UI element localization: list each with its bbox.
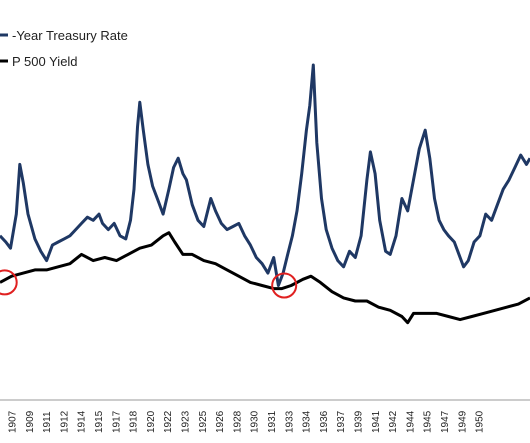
x-tick-label: 1950 [475, 410, 486, 433]
x-tick-label: 1937 [336, 410, 347, 433]
x-tick-label: 1945 [423, 410, 434, 433]
x-tick-label: 1923 [181, 410, 192, 433]
series-line-sp500-yield [0, 231, 530, 325]
highlight-circle-2 [271, 272, 298, 299]
series-line-treasury-rate [0, 63, 530, 287]
x-tick-label: 1941 [371, 410, 382, 433]
x-tick-label: 1909 [25, 410, 36, 433]
legend-label-treasury: -Year Treasury Rate [12, 28, 128, 43]
x-tick-label: 1944 [405, 410, 416, 433]
plot-area [0, 63, 530, 325]
x-tick-label: 1907 [8, 410, 19, 433]
x-tick-label: 1911 [42, 411, 53, 433]
x-axis-ticks: 1907 1909 1911 1912 1914 1915 1917 1918 1920 1922… [8, 410, 486, 433]
x-tick-label: 1915 [94, 410, 105, 433]
x-tick-label: 1933 [284, 410, 295, 433]
x-tick-label: 1949 [457, 410, 468, 433]
x-tick-label: 1922 [163, 410, 174, 433]
x-tick-label: 1912 [59, 410, 70, 433]
x-tick-label: 1928 [232, 410, 243, 433]
legend-label-sp500: P 500 Yield [12, 54, 78, 69]
x-tick-label: 1925 [198, 410, 209, 433]
x-tick-label: 1934 [302, 410, 313, 433]
x-tick-label: 1947 [440, 410, 451, 433]
x-tick-label: 1939 [354, 410, 365, 433]
x-tick-label: 1931 [267, 410, 278, 433]
x-tick-label: 1936 [319, 410, 330, 433]
x-tick-label: 1918 [129, 410, 140, 433]
x-tick-label: 1942 [388, 410, 399, 433]
x-tick-label: 1930 [250, 410, 261, 433]
x-tick-label: 1920 [146, 410, 157, 433]
x-tick-label: 1914 [77, 410, 88, 433]
highlight-circle-1 [0, 269, 18, 296]
legend: -Year Treasury Rate P 500 Yield [0, 28, 128, 69]
x-tick-label: 1917 [111, 410, 122, 433]
x-tick-label: 1926 [215, 410, 226, 433]
